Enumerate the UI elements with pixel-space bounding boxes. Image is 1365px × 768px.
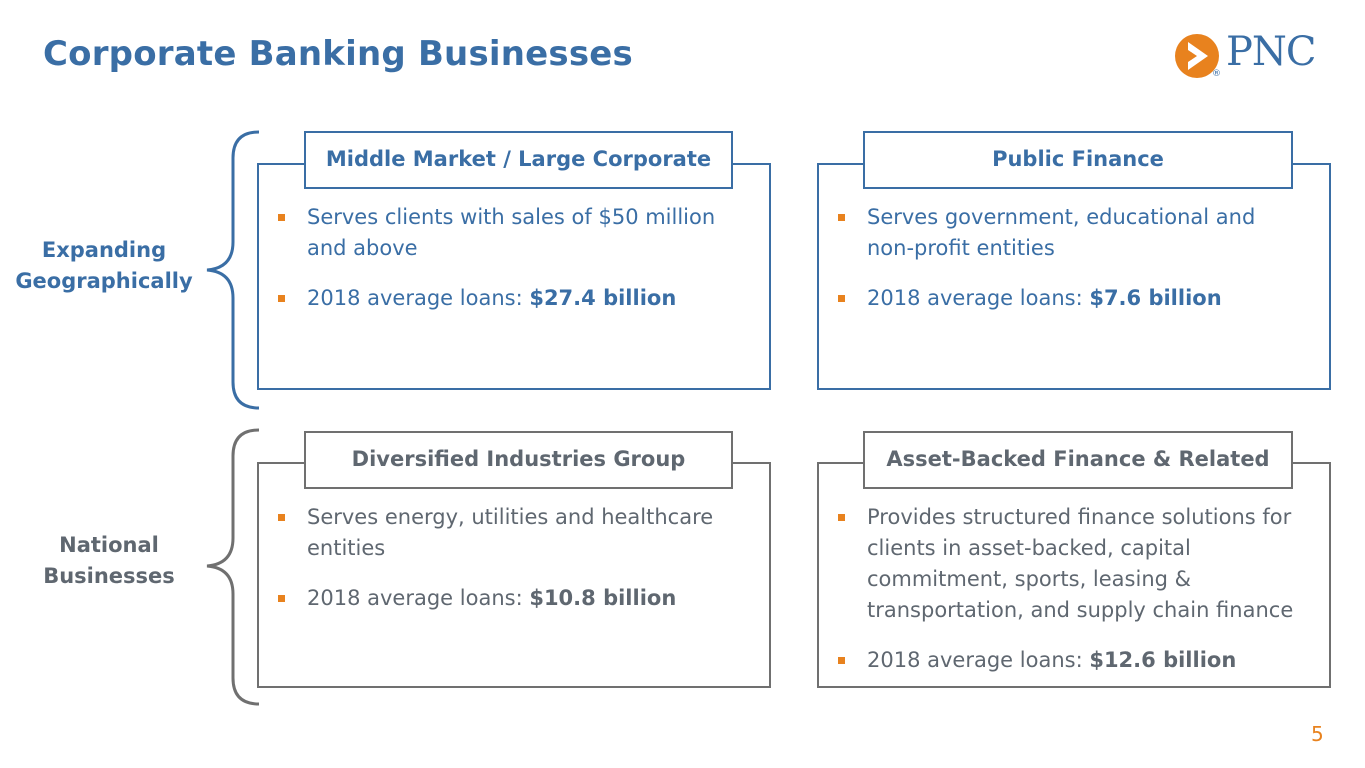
panel-title-diversified-industries: Diversified Industries Group [304, 431, 733, 489]
list-item: Serves government, educational and non-p… [837, 202, 1307, 264]
loan-amount: $27.4 billion [529, 286, 677, 310]
list-item: Serves clients with sales of $50 million… [277, 202, 757, 264]
list-item: Provides structured finance solutions fo… [837, 502, 1327, 626]
bullet-list-asset-backed-finance: Provides structured finance solutions fo… [837, 502, 1327, 695]
bullet-marker-icon [838, 214, 845, 221]
panel-asset-backed-finance [817, 462, 1331, 688]
page-title: Corporate Banking Businesses [43, 34, 633, 74]
list-item: 2018 average loans: $12.6 billion [837, 645, 1327, 676]
bullet-list-middle-market: Serves clients with sales of $50 million… [277, 202, 757, 333]
brace-national-businesses [206, 428, 260, 706]
bullet-marker-icon [278, 514, 285, 521]
bullet-marker-icon [838, 514, 845, 521]
bullet-list-diversified-industries: Serves energy, utilities and healthcare … [277, 502, 747, 633]
loan-amount: $7.6 billion [1089, 286, 1222, 310]
pnc-logo: PNC ® [1174, 29, 1334, 81]
bullet-list-public-finance: Serves government, educational and non-p… [837, 202, 1307, 333]
list-item: 2018 average loans: $7.6 billion [837, 283, 1307, 314]
bullet-marker-icon [278, 214, 285, 221]
loan-amount: $12.6 billion [1089, 648, 1237, 672]
group-label-national-businesses: National Businesses [43, 533, 175, 588]
page-number: 5 [1311, 722, 1324, 746]
bullet-marker-icon [278, 595, 285, 602]
loan-amount: $10.8 billion [529, 586, 677, 610]
list-item: 2018 average loans: $27.4 billion [277, 283, 757, 314]
panel-diversified-industries [257, 462, 771, 688]
panel-title-asset-backed-finance: Asset-Backed Finance & Related [863, 431, 1293, 489]
group-label-expanding-geographically: Expanding Geographically [15, 238, 193, 293]
list-item: Serves energy, utilities and healthcare … [277, 502, 747, 564]
brace-expanding-geographically [206, 130, 260, 410]
pnc-arrow-logo-icon [1175, 34, 1219, 78]
logo-text: PNC [1226, 29, 1317, 75]
bullet-marker-icon [278, 295, 285, 302]
panel-middle-market [257, 163, 771, 390]
panel-title-middle-market: Middle Market / Large Corporate [304, 131, 733, 189]
bullet-marker-icon [838, 295, 845, 302]
panel-title-public-finance: Public Finance [863, 131, 1293, 189]
registered-mark: ® [1212, 69, 1221, 79]
list-item: 2018 average loans: $10.8 billion [277, 583, 747, 614]
bullet-marker-icon [838, 657, 845, 664]
